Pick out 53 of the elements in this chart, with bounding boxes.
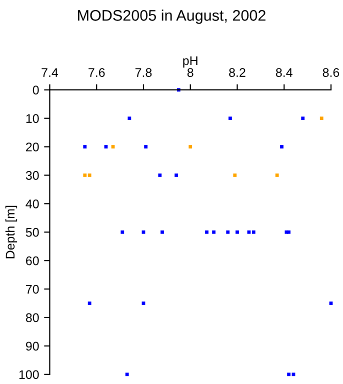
x-tick-label: 8.6 (322, 68, 340, 77)
point (83, 145, 87, 148)
point (301, 116, 305, 120)
y-tick-label: 100 (19, 370, 39, 380)
chart-title: MODS2005 in August, 2002 (78, 10, 266, 24)
y-tick-label: 10 (26, 114, 39, 123)
point (128, 116, 132, 120)
y-tick-label: 50 (26, 228, 39, 237)
point (292, 372, 296, 376)
point (120, 230, 124, 234)
point (280, 145, 284, 148)
point (144, 145, 148, 148)
point (142, 230, 146, 234)
x-tick-label: 8 (187, 68, 194, 77)
point (88, 302, 92, 305)
x-tick-label: 7.8 (135, 68, 152, 77)
point (158, 174, 162, 177)
point (188, 145, 192, 148)
y-tick-label: 90 (26, 342, 39, 351)
x-tick-label: 8.4 (276, 68, 292, 77)
y-tick-label: 40 (26, 199, 39, 208)
point (174, 174, 178, 177)
y-tick-label: 70 (26, 284, 39, 294)
y-tick-label: 30 (26, 171, 39, 180)
point (160, 230, 164, 234)
point (212, 230, 216, 234)
point (275, 174, 279, 177)
point (329, 302, 333, 305)
point (287, 230, 291, 234)
point (320, 116, 324, 120)
point (226, 230, 230, 234)
y-tick-label: 80 (26, 313, 39, 322)
point (104, 145, 108, 148)
x-tick-label: 7.6 (88, 68, 105, 77)
x-tick-label: 7.4 (42, 68, 58, 77)
y-tick-label: 0 (32, 86, 39, 95)
point (88, 174, 92, 177)
y-tick-label: 20 (26, 142, 39, 152)
y-axis-title: Depth [m] (5, 206, 18, 258)
point (247, 230, 251, 234)
point (142, 302, 146, 305)
point (228, 116, 232, 120)
point (287, 372, 291, 376)
point (233, 174, 237, 177)
x-tick-label: 8.2 (229, 68, 246, 77)
x-axis-title: pH (183, 56, 198, 68)
point (125, 372, 129, 376)
point (252, 230, 256, 234)
y-tick-label: 60 (26, 256, 39, 266)
point (205, 230, 208, 234)
point (111, 145, 115, 148)
point (236, 230, 239, 234)
point (83, 174, 87, 177)
